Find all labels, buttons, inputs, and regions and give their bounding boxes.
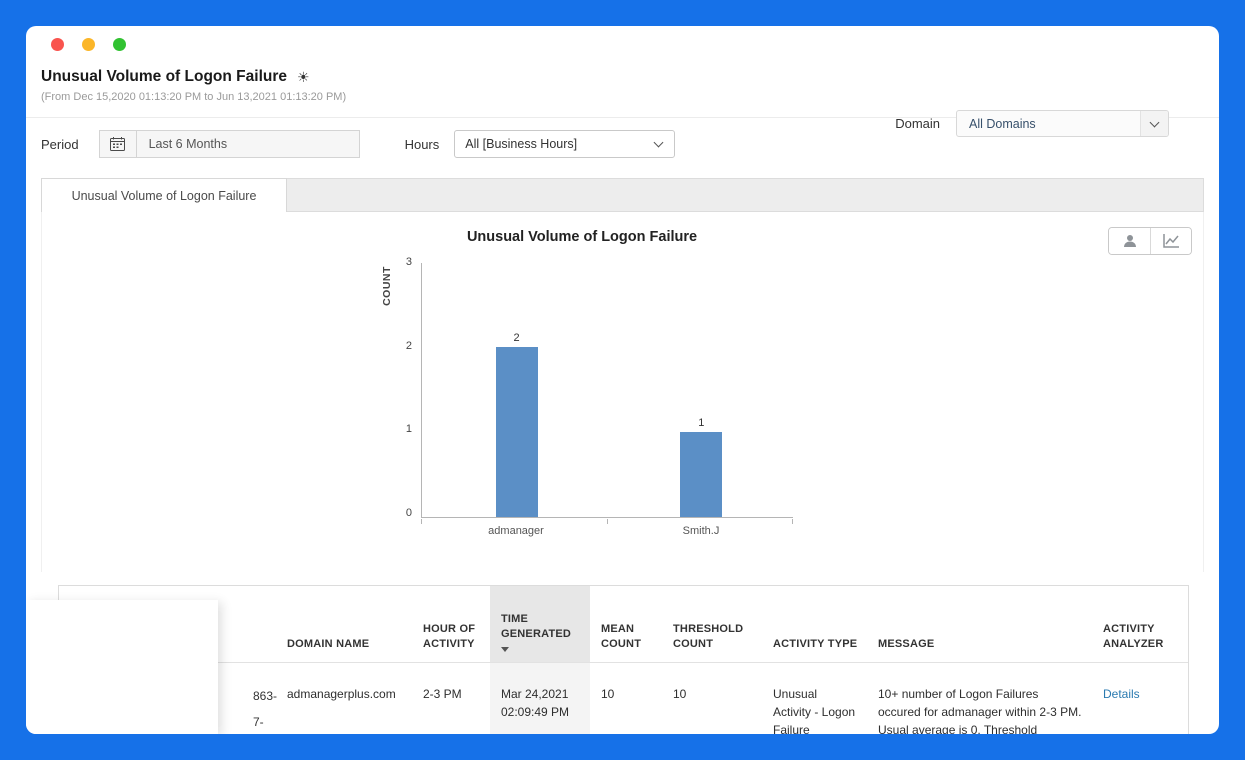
- column-header-threshold-count[interactable]: THRESHOLD COUNT: [673, 623, 744, 651]
- bar-group-smithj: 1: [680, 417, 723, 517]
- bar-chart-plot: 2 1: [421, 263, 793, 518]
- user-view-button[interactable]: [1109, 228, 1150, 254]
- cell-hour-of-activity: 2-3 PM: [423, 687, 462, 701]
- calendar-button[interactable]: [98, 130, 137, 158]
- table-header-row: DOMAIN NAME HOUR OF ACTIVITY TIME GENERA…: [59, 586, 1188, 663]
- minimize-window-button[interactable]: [82, 37, 95, 51]
- chevron-down-icon: [653, 137, 664, 148]
- y-tick-label: 3: [405, 256, 412, 268]
- period-input[interactable]: Last 6 Months: [136, 130, 360, 158]
- x-axis-tick: [792, 519, 793, 524]
- bar-value-label: 1: [698, 417, 705, 429]
- y-tick-label: 1: [405, 423, 412, 435]
- cell-mean-count: 10: [601, 687, 615, 701]
- chart-view-button[interactable]: [1150, 228, 1191, 254]
- cell-domain-name: admanagerplus.com: [287, 687, 396, 701]
- column-header-mean-count[interactable]: MEAN COUNT: [601, 623, 642, 651]
- filters-row: Period Last 6 Months Hours All [Busine: [26, 118, 1219, 178]
- cell-time-generated: Mar 24,2021 02:09:49 PM: [490, 663, 590, 734]
- cell-alert-id: 863- 7-: [59, 663, 278, 734]
- window-titlebar: [26, 26, 1219, 62]
- bar-group-admanager: 2: [495, 332, 538, 517]
- column-header-activity-analyzer[interactable]: ACTIVITY ANALYZER: [1103, 623, 1164, 651]
- column-header-hour-of-activity[interactable]: HOUR OF ACTIVITY: [423, 623, 476, 651]
- y-tick-label: 0: [405, 507, 412, 519]
- bar-value-label: 2: [513, 332, 520, 344]
- details-link[interactable]: Details: [1103, 687, 1140, 701]
- cell-threshold-count: 10: [673, 687, 687, 701]
- calendar-icon: [110, 137, 126, 151]
- x-axis-tick: [421, 519, 422, 524]
- report-window: Unusual Volume of Logon Failure ☀ (From …: [26, 26, 1219, 734]
- alerts-table: DOMAIN NAME HOUR OF ACTIVITY TIME GENERA…: [58, 585, 1189, 734]
- tab-unusual-volume-of-logon-failure[interactable]: Unusual Volume of Logon Failure: [41, 178, 287, 212]
- report-date-range: (From Dec 15,2020 01:13:20 PM to Jun 13,…: [41, 91, 347, 103]
- hours-label: Hours: [404, 136, 440, 152]
- user-icon: [1123, 235, 1136, 247]
- domain-label: Domain: [895, 116, 940, 131]
- period-label: Period: [41, 136, 79, 152]
- page-title: Unusual Volume of Logon Failure: [41, 68, 287, 85]
- column-header-message[interactable]: MESSAGE: [878, 638, 935, 651]
- x-category-label: Smith.J: [682, 525, 720, 537]
- sort-desc-icon: [501, 647, 509, 652]
- domain-filter: Domain All Domains: [895, 110, 1169, 137]
- cell-message: 10+ number of Logon Failures occured for…: [878, 687, 1082, 734]
- domain-select-chevron-box[interactable]: [1140, 111, 1168, 136]
- report-header: Unusual Volume of Logon Failure ☀ (From …: [26, 62, 1219, 137]
- chevron-down-icon: [1149, 117, 1160, 127]
- domain-select[interactable]: All Domains: [956, 110, 1169, 137]
- close-window-button[interactable]: [51, 37, 64, 51]
- column-header-activity-type[interactable]: ACTIVITY TYPE: [773, 638, 858, 651]
- chart-title: Unusual Volume of Logon Failure: [466, 229, 698, 245]
- chart-panel: Unusual Volume of Logon Failure COUNT 3 …: [41, 212, 1204, 572]
- x-axis-tick: [607, 519, 608, 524]
- x-category-label: admanager: [488, 525, 544, 537]
- hours-select-value: All [Business Hours]: [465, 137, 578, 151]
- chart-toolbar: [1108, 227, 1192, 255]
- column-header-domain-name[interactable]: DOMAIN NAME: [287, 638, 370, 651]
- bar-admanager[interactable]: [495, 347, 538, 517]
- column-header-time-generated[interactable]: TIME GENERATED: [490, 586, 590, 662]
- settings-sun-icon[interactable]: ☀: [297, 69, 310, 85]
- y-tick-label: 2: [405, 340, 412, 352]
- maximize-window-button[interactable]: [113, 37, 126, 51]
- tab-bar: Unusual Volume of Logon Failure: [41, 178, 1204, 212]
- cell-activity-analyzer: Details: [1092, 663, 1188, 734]
- alert-id-fragment: 863- 7-: [253, 689, 278, 729]
- white-overlay: [26, 600, 218, 734]
- hours-select[interactable]: All [Business Hours]: [454, 130, 676, 158]
- domain-select-value: All Domains: [969, 116, 1036, 131]
- line-chart-icon: [1163, 234, 1179, 248]
- cell-activity-type: Unusual Activity - Logon Failure: [773, 687, 856, 734]
- table-row: 863- 7- admanagerplus.com 2-3 PM Mar 24,…: [59, 663, 1188, 734]
- bar-smithj[interactable]: [680, 432, 723, 517]
- period-input-group: Last 6 Months: [98, 130, 360, 158]
